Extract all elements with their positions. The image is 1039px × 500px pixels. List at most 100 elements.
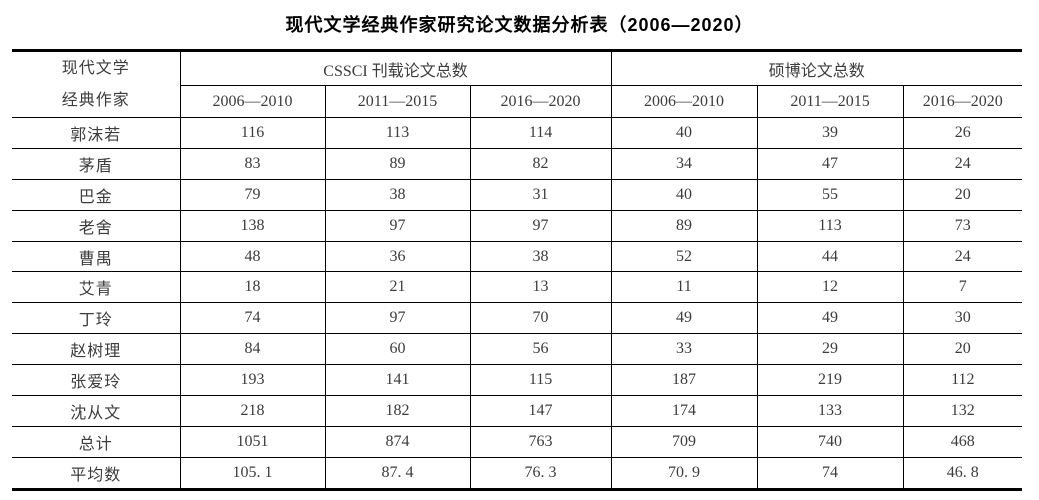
group-header-cssci: CSSCI 刊载论文总数 (179, 50, 612, 86)
cell: 70. 9 (610, 456, 758, 490)
table-row: 丁玲 74 97 70 49 49 30 (12, 302, 1023, 335)
group-header-theses: 硕博论文总数 (610, 50, 1023, 86)
cell: 21 (324, 271, 471, 304)
cell: 874 (324, 425, 471, 458)
cell: 740 (756, 425, 904, 458)
cell: 709 (610, 425, 758, 458)
cell: 30 (902, 302, 1023, 335)
cell: 182 (324, 395, 471, 427)
row-label: 巴金 (12, 178, 181, 211)
cell: 115 (469, 364, 612, 397)
cell: 89 (324, 147, 471, 180)
cell: 87. 4 (324, 456, 471, 490)
table-row: 茅盾 83 89 82 34 47 24 (12, 147, 1023, 180)
cell: 74 (756, 456, 904, 490)
table-row: 总计 1051 874 763 709 740 468 (12, 425, 1023, 458)
table-row: 平均数 105. 1 87. 4 76. 3 70. 9 74 46. 8 (12, 456, 1023, 490)
row-header-line1: 现代文学 (61, 59, 130, 77)
cell: 97 (324, 302, 471, 335)
cell: 40 (610, 117, 758, 149)
table-row: 赵树理 84 60 56 33 29 20 (12, 333, 1023, 366)
row-label: 郭沫若 (12, 117, 181, 149)
row-label: 平均数 (12, 456, 181, 490)
cell: 52 (610, 240, 758, 273)
cell: 83 (179, 147, 326, 180)
cell: 74 (179, 302, 326, 335)
table-row: 沈从文 218 182 147 174 133 132 (12, 395, 1023, 427)
period-header-theses-2: 2011—2015 (756, 85, 904, 118)
cell: 34 (610, 147, 758, 180)
period-header-row: 2006—2010 2011—2015 2016—2020 2006—2010 … (12, 85, 1023, 118)
cell: 38 (469, 240, 612, 273)
cell: 46. 8 (902, 456, 1023, 490)
period-header-theses-3: 2016—2020 (902, 85, 1023, 118)
row-label: 丁玲 (12, 302, 181, 335)
row-label: 艾青 (12, 271, 181, 304)
period-header-cssci-3: 2016—2020 (469, 85, 612, 118)
cell: 29 (756, 333, 904, 366)
cell: 97 (469, 209, 612, 242)
cell: 73 (902, 209, 1023, 242)
row-label: 总计 (12, 425, 181, 458)
cell: 97 (324, 209, 471, 242)
cell: 12 (756, 271, 904, 304)
cell: 24 (902, 147, 1023, 180)
cell: 26 (902, 117, 1023, 149)
cell: 114 (469, 117, 612, 149)
cell: 763 (469, 425, 612, 458)
row-label: 沈从文 (12, 395, 181, 427)
cell: 39 (756, 117, 904, 149)
row-header-cell: 现代文学 经典作家 (12, 50, 181, 118)
cell: 13 (469, 271, 612, 304)
cell: 113 (324, 117, 471, 149)
cell: 112 (902, 364, 1023, 397)
cell: 1051 (179, 425, 326, 458)
cell: 48 (179, 240, 326, 273)
cell: 44 (756, 240, 904, 273)
cell: 116 (179, 117, 326, 149)
cell: 82 (469, 147, 612, 180)
cell: 141 (324, 364, 471, 397)
table-title: 现代文学经典作家研究论文数据分析表（2006—2020） (285, 15, 754, 35)
table-row: 郭沫若 116 113 114 40 39 26 (12, 117, 1023, 149)
table-row: 老舍 138 97 97 89 113 73 (12, 209, 1023, 242)
cell: 105. 1 (179, 456, 326, 490)
row-label: 茅盾 (12, 147, 181, 180)
cell: 147 (469, 395, 612, 427)
cell: 49 (756, 302, 904, 335)
cell: 174 (610, 395, 758, 427)
group-header-row: 现代文学 经典作家 CSSCI 刊载论文总数 硕博论文总数 (12, 50, 1023, 118)
cell: 89 (610, 209, 758, 242)
table-row: 艾青 18 21 13 11 12 7 (12, 271, 1023, 304)
cell: 40 (610, 178, 758, 211)
cell: 219 (756, 364, 904, 397)
period-header-cssci-1: 2006—2010 (180, 85, 326, 118)
cell: 218 (179, 395, 326, 427)
cell: 18 (179, 271, 326, 304)
cell: 113 (756, 209, 904, 242)
cell: 36 (324, 240, 471, 273)
cell: 24 (902, 240, 1023, 273)
row-label: 老舍 (12, 209, 181, 242)
cell: 11 (610, 271, 758, 304)
row-header-line2: 经典作家 (61, 91, 130, 109)
period-header-theses-1: 2006—2010 (610, 85, 758, 118)
table-body: 郭沫若 116 113 114 40 39 26 茅盾 83 89 82 34 47 24 巴金 79 38 31… (12, 117, 1023, 490)
cell: 193 (179, 364, 326, 397)
cell: 20 (902, 333, 1023, 366)
cell: 7 (902, 271, 1023, 304)
table-row: 张爱玲 193 141 115 187 219 112 (12, 364, 1023, 397)
row-label: 张爱玲 (12, 364, 181, 397)
cell: 31 (469, 178, 612, 211)
cell: 76. 3 (469, 456, 612, 490)
row-label: 赵树理 (12, 333, 181, 366)
cell: 20 (902, 178, 1023, 211)
period-header-cssci-2: 2011—2015 (324, 85, 471, 118)
cell: 70 (469, 302, 612, 335)
cell: 55 (756, 178, 904, 211)
cell: 132 (902, 395, 1023, 427)
data-table: 现代文学 经典作家 CSSCI 刊载论文总数 硕博论文总数 2006—2010 … (12, 49, 1023, 491)
row-label: 曹禺 (12, 240, 181, 273)
table-row: 曹禺 48 36 38 52 44 24 (12, 240, 1023, 273)
cell: 79 (179, 178, 326, 211)
